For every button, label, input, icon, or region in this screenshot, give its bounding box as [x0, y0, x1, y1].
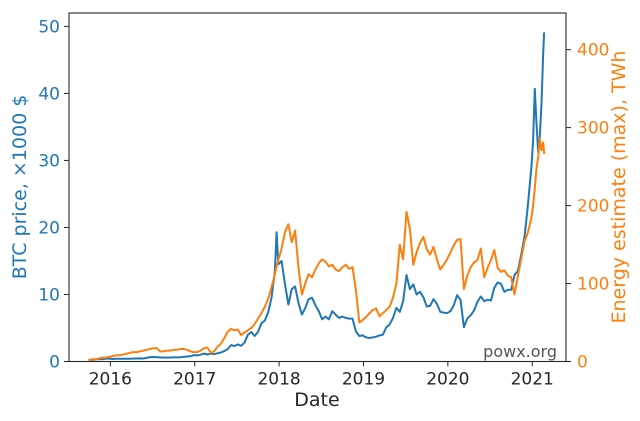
y-axis-label-left: BTC price, ×1000 $ [9, 95, 31, 280]
x-tick-label: 2017 [173, 370, 216, 390]
y-left-tick-label: 50 [38, 17, 60, 37]
x-axis-label: Date [294, 389, 339, 411]
data-lines [88, 32, 546, 361]
x-tick-label: 2021 [511, 370, 554, 390]
y-axis-label-right: Energy estimate (max), TWh [608, 51, 630, 324]
y-right-tick-label: 0 [577, 353, 588, 373]
watermark: powx.org [483, 342, 557, 361]
y-left-tick-label: 20 [38, 218, 60, 238]
y-right-tick-label: 200 [577, 197, 609, 217]
y-left-tick-label: 30 [38, 151, 60, 171]
y-right-tick-label: 300 [577, 119, 609, 139]
x-tick-label: 2020 [426, 370, 469, 390]
y-right-tick-label: 100 [577, 275, 609, 295]
tick-marks [64, 25, 571, 367]
y-left-tick-label: 0 [49, 353, 60, 373]
y-left-tick-label: 10 [38, 285, 60, 305]
y-left-tick-label: 40 [38, 84, 60, 104]
x-tick-label: 2018 [257, 370, 300, 390]
x-tick-label: 2019 [342, 370, 385, 390]
tick-labels: 2016 2017 2018 2019 2020 2021 0 10 20 30 40 50 0 100 2… [38, 17, 609, 389]
y-right-tick-label: 400 [577, 41, 609, 61]
energy-estimate-line [88, 137, 546, 361]
plot-border [68, 12, 567, 363]
btc-price-line [88, 32, 546, 361]
x-tick-label: 2016 [89, 370, 132, 390]
